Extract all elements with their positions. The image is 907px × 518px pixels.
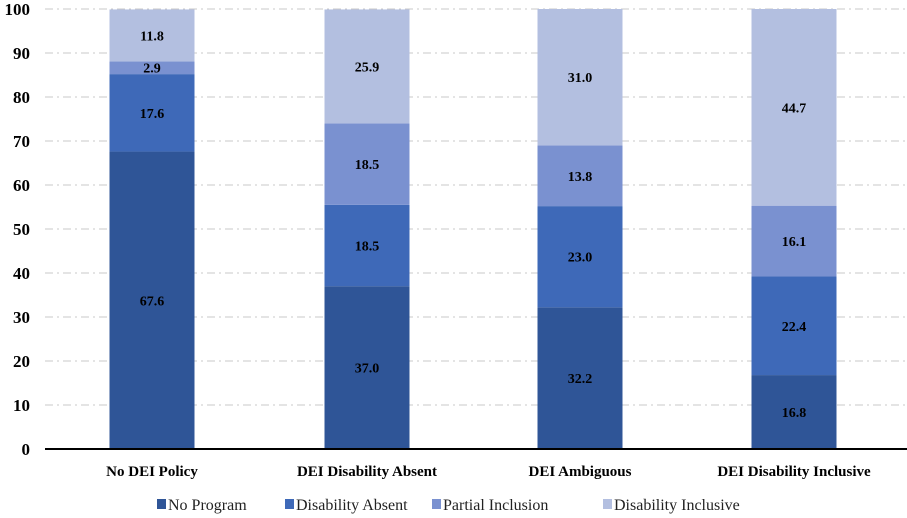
y-tick-label: 40	[13, 264, 30, 283]
bar-segment-no-program	[324, 286, 410, 449]
legend-label: Disability Inclusive	[614, 497, 740, 514]
legend-item: Disability Absent	[285, 497, 408, 514]
y-tick-label: 0	[22, 440, 31, 459]
legend-item: Disability Inclusive	[603, 497, 740, 514]
x-category-label: No DEI Policy	[106, 464, 198, 480]
y-tick-label: 60	[13, 176, 30, 195]
x-category-label: DEI Ambiguous	[529, 464, 632, 480]
x-category-label: DEI Disability Absent	[297, 464, 437, 480]
data-label: 22.4	[782, 320, 807, 335]
data-label: 16.8	[782, 406, 807, 421]
bar-segment-no-program	[109, 151, 195, 449]
data-label: 23.0	[568, 251, 593, 266]
data-label: 31.0	[568, 71, 593, 86]
legend-swatch	[603, 499, 612, 509]
legend-swatch	[285, 499, 294, 509]
bar-segment-disability-absent	[751, 276, 837, 376]
bar-segment-disability-absent	[324, 204, 410, 287]
bar-segment-disability-inclusive	[537, 9, 623, 146]
data-label: 11.8	[140, 29, 164, 44]
data-label: 44.7	[782, 101, 807, 116]
bar-segment-disability-inclusive	[109, 9, 195, 62]
data-label: 13.8	[568, 170, 593, 185]
y-tick-label: 10	[13, 396, 30, 415]
data-label: 25.9	[355, 60, 380, 75]
y-tick-label: 20	[13, 352, 30, 371]
bars	[109, 9, 837, 449]
x-category-label: DEI Disability Inclusive	[717, 464, 871, 480]
y-tick-label: 30	[13, 308, 30, 327]
data-label: 18.5	[355, 240, 380, 255]
bar-segment-no-program	[537, 307, 623, 449]
y-tick-label: 100	[5, 0, 31, 19]
bar-segment-no-program	[751, 375, 837, 449]
legend-label: Disability Absent	[296, 497, 408, 514]
legend-item: Partial Inclusion	[432, 497, 548, 514]
legend-item: No Program	[157, 497, 247, 514]
legend-label: No Program	[168, 497, 247, 514]
bar-segment-disability-absent	[109, 74, 195, 152]
bar-segment-partial-inclusion	[324, 123, 410, 205]
data-label: 32.2	[568, 372, 593, 387]
bar-segment-disability-inclusive	[751, 9, 837, 206]
data-labels: 67.6 17.6 2.9 11.8 37.0 18.5 18.5 25.9 32.2 23.0 1…	[140, 29, 807, 421]
bar-segment-disability-absent	[537, 206, 623, 308]
data-label: 2.9	[143, 62, 161, 77]
y-tick-label: 70	[13, 132, 30, 151]
bar-segment-partial-inclusion	[751, 205, 837, 277]
legend-swatch	[157, 499, 166, 509]
bar-segment-disability-inclusive	[324, 9, 410, 124]
data-label: 37.0	[355, 362, 380, 377]
y-tick-label: 80	[13, 88, 30, 107]
y-axis-ticks: 0 10 20 30 40 50 60 70 80 90 100	[5, 0, 31, 459]
y-tick-label: 90	[13, 44, 30, 63]
bar-segment-partial-inclusion	[109, 61, 195, 75]
data-label: 17.6	[140, 107, 165, 122]
bar-segment-partial-inclusion	[537, 145, 623, 207]
legend-label: Partial Inclusion	[443, 497, 548, 514]
data-label: 16.1	[782, 235, 807, 250]
y-tick-label: 50	[13, 220, 30, 239]
legend: No Program Disability Absent Partial Inclu…	[157, 497, 740, 514]
legend-swatch	[432, 499, 441, 509]
x-axis-categories: No DEI Policy DEI Disability Absent DEI Am…	[106, 464, 871, 480]
data-label: 18.5	[355, 158, 380, 173]
data-label: 67.6	[140, 294, 165, 309]
